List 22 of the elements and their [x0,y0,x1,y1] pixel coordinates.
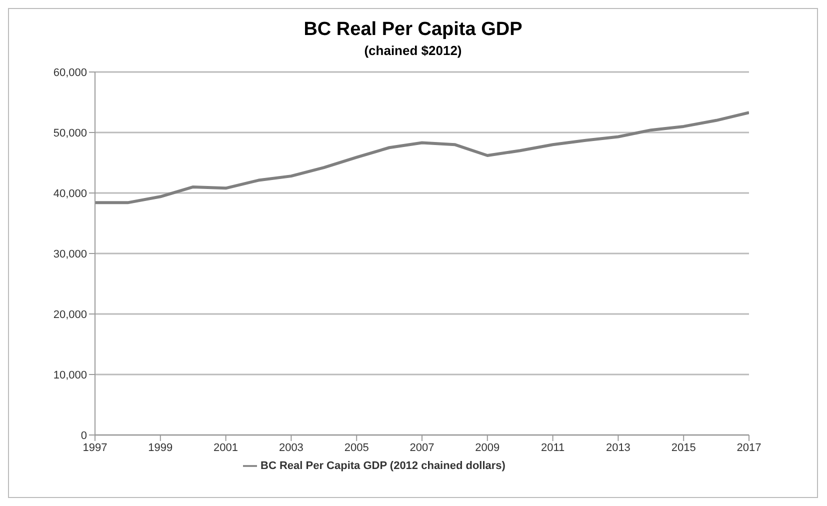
x-tick-label: 2013 [606,442,630,454]
x-tick-label: 1997 [82,442,108,454]
y-tick-label: 60,000 [53,66,87,79]
x-tick-label: 2015 [671,442,696,454]
x-tick-label: 2003 [278,442,304,454]
y-tick-label: 50,000 [53,127,87,140]
y-tick-label: 20,000 [53,308,87,321]
x-tick-label: 2017 [736,442,762,454]
x-tick-label: 2005 [344,442,369,454]
y-tick-label: 10,000 [53,369,87,382]
x-tick-label: 2011 [540,442,565,454]
x-tick-label: 1999 [148,442,173,454]
legend-label: BC Real Per Capita GDP (2012 chained dollars) [260,460,506,472]
x-tick-label: 2007 [410,442,434,454]
y-tick-label: 30,000 [53,248,87,260]
chart-title: BC Real Per Capita GDP [302,18,524,41]
x-tick-label: 2009 [475,442,500,454]
y-tick-label: 0 [80,430,87,442]
chart-subtitle: (chained $2012) [363,42,463,58]
x-tick-label: 2001 [214,442,238,454]
line-series [95,111,749,204]
y-tick-label: 40,000 [53,188,87,200]
